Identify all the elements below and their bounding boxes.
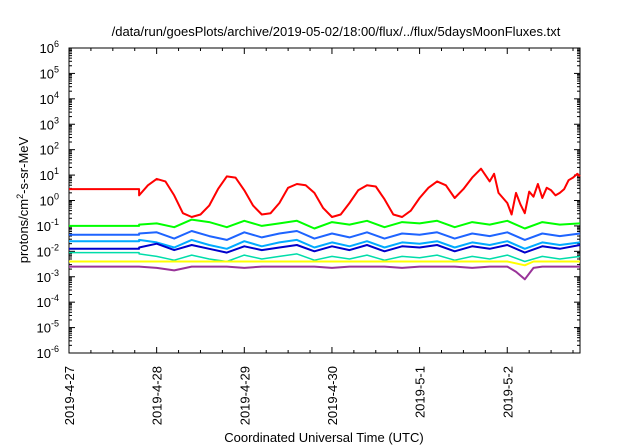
y-tick-label: 10-3	[37, 268, 59, 285]
y-tick-label: 105	[40, 64, 59, 81]
y-axis-label-sup: 2	[15, 194, 25, 199]
y-tick-label: 10-2	[37, 242, 59, 259]
x-tick-label: 2019-4-27	[62, 366, 77, 425]
series-line-1	[69, 167, 581, 218]
series-line-5	[69, 242, 581, 254]
series-line-6	[69, 251, 581, 263]
x-axis: 2019-4-27 2019-4-28 2019-4-29 2019-4-30 2019…	[62, 48, 574, 425]
plot-frame	[68, 47, 581, 354]
y-tick-label: 101	[40, 166, 59, 183]
x-tick-label: 2019-5-2	[500, 366, 515, 418]
y-axis-label: protons/cm2-s-sr-MeV	[15, 136, 31, 263]
data-series	[69, 167, 581, 281]
y-tick-label: 10-1	[37, 217, 59, 234]
series-line-2	[69, 218, 581, 230]
y-tick-label: 10-4	[37, 293, 59, 310]
series-line-8	[69, 265, 580, 281]
y-axis-label-suffix: -s-sr-MeV	[16, 136, 31, 193]
x-tick-label: 2019-5-1	[413, 366, 428, 418]
series-line-7	[69, 260, 580, 267]
y-tick-label: 100	[40, 192, 59, 209]
x-tick-label: 2019-4-28	[150, 366, 165, 425]
y-axis: 10-6 10-5 10-4 10-3 10-2 10-1 100 101 102 103 104 1…	[37, 39, 580, 361]
x-tick-label: 2019-4-29	[237, 366, 252, 425]
x-axis-label: Coordinated Universal Time (UTC)	[224, 430, 423, 445]
y-tick-label: 106	[40, 39, 59, 56]
y-tick-label: 103	[40, 115, 59, 132]
y-axis-label-prefix: protons/cm	[16, 199, 31, 263]
series-line-3	[69, 230, 581, 241]
y-tick-label: 10-5	[37, 319, 59, 336]
y-tick-label: 102	[40, 141, 59, 158]
y-tick-label: 104	[40, 90, 59, 107]
series-line-4	[69, 238, 581, 250]
x-tick-label: 2019-4-30	[325, 366, 340, 425]
chart-title: /data/run/goesPlots/archive/2019-05-02/1…	[112, 24, 561, 39]
y-tick-label: 10-6	[37, 344, 59, 361]
